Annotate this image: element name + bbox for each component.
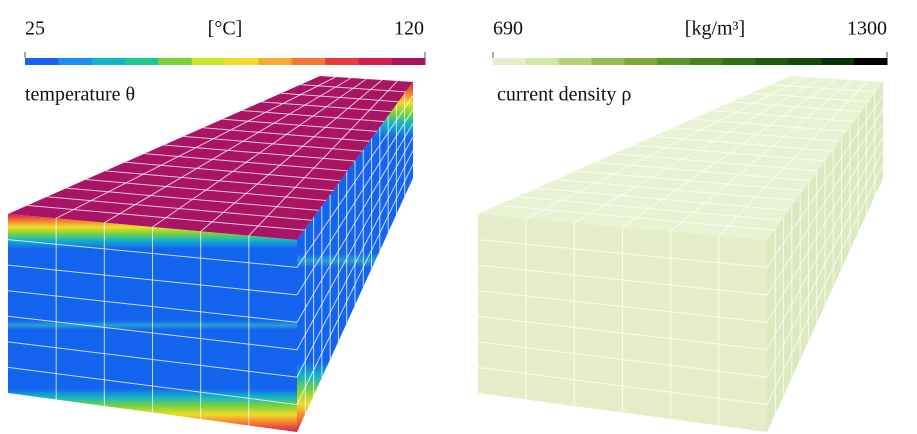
colorbar-segment bbox=[25, 58, 59, 65]
colorbar-segment bbox=[559, 58, 592, 65]
colorbar-max: 1300 bbox=[847, 18, 887, 40]
colorbar-segment bbox=[690, 58, 723, 65]
colorbar-segment bbox=[325, 58, 359, 65]
colorbar-segment bbox=[58, 58, 92, 65]
temperature-box bbox=[8, 76, 413, 432]
colorbar-segment bbox=[225, 58, 259, 65]
colorbar-segment bbox=[723, 58, 756, 65]
panel-label: current density ρ bbox=[497, 84, 631, 106]
colorbar bbox=[493, 52, 888, 65]
colorbar-segment bbox=[789, 58, 822, 65]
density-box bbox=[478, 76, 883, 432]
colorbar-max: 120 bbox=[394, 18, 424, 40]
colorbar-segment bbox=[92, 58, 126, 65]
colorbar-segment bbox=[358, 58, 392, 65]
colorbar-unit: [kg/m³] bbox=[685, 18, 745, 40]
panel-label: temperature θ bbox=[25, 84, 135, 106]
colorbar-segment bbox=[158, 58, 192, 65]
colorbar bbox=[25, 52, 426, 65]
colorbar-segment bbox=[392, 58, 426, 65]
colorbar-segment bbox=[292, 58, 326, 65]
colorbar-segment bbox=[493, 58, 526, 65]
colorbar-segment bbox=[821, 58, 854, 65]
colorbar-min: 690 bbox=[493, 18, 523, 40]
temperature-panel: 25 [°C] 120 temperature θ bbox=[8, 18, 426, 432]
colorbar-segment bbox=[624, 58, 657, 65]
colorbar-segment bbox=[854, 58, 887, 65]
density-panel: 690 [kg/m³] 1300 current density ρ bbox=[478, 18, 888, 432]
colorbar-segment bbox=[657, 58, 690, 65]
colorbar-min: 25 bbox=[25, 18, 45, 40]
colorbar-segment bbox=[258, 58, 292, 65]
colorbar-segment bbox=[526, 58, 559, 65]
figure: 25 [°C] 120 temperature θ 690 [kg/m³] 13… bbox=[0, 0, 917, 434]
colorbar-segment bbox=[756, 58, 789, 65]
colorbar-segment bbox=[192, 58, 226, 65]
colorbar-unit: [°C] bbox=[208, 18, 243, 40]
colorbar-segment bbox=[592, 58, 625, 65]
colorbar-segment bbox=[125, 58, 159, 65]
